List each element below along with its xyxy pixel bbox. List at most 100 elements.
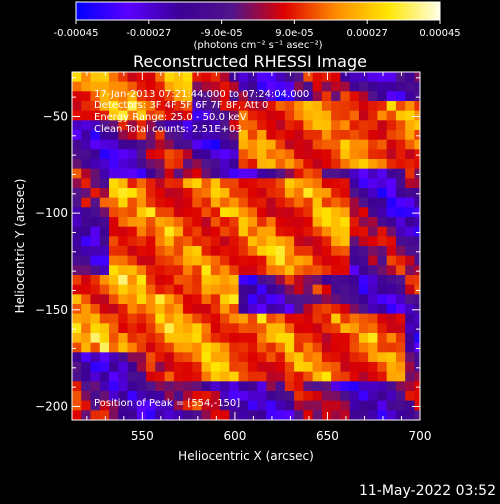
heatmap-cell xyxy=(257,188,267,199)
heatmap-cell xyxy=(109,371,119,382)
heatmap-cell xyxy=(183,381,193,392)
heatmap-cell xyxy=(127,362,138,373)
heatmap-cell xyxy=(210,313,221,324)
heatmap-cell xyxy=(331,246,342,257)
heatmap-cell xyxy=(238,159,249,170)
heatmap-cell xyxy=(368,207,379,218)
heatmap-cell xyxy=(405,381,416,392)
heatmap-cell xyxy=(303,284,314,295)
heatmap-cell xyxy=(201,130,212,141)
heatmap-cell xyxy=(414,207,420,218)
heatmap-cell xyxy=(127,391,138,402)
heatmap-cell xyxy=(109,236,119,247)
heatmap-cell xyxy=(136,255,147,266)
heatmap-cell xyxy=(210,207,221,218)
heatmap-cell xyxy=(201,381,212,392)
heatmap-cell xyxy=(257,381,267,392)
heatmap-cell xyxy=(220,139,230,150)
heatmap-cell xyxy=(183,313,193,324)
heatmap-cell xyxy=(81,410,92,420)
heatmap-cell xyxy=(377,72,388,83)
heatmap-cell xyxy=(331,275,342,286)
heatmap-cell xyxy=(266,255,277,266)
heatmap-cell xyxy=(192,342,203,353)
y-tick-label: −50 xyxy=(43,109,68,123)
heatmap-cell xyxy=(183,304,193,315)
heatmap-cell xyxy=(210,265,221,276)
heatmap-cell xyxy=(201,217,212,228)
heatmap-cell xyxy=(155,333,166,344)
heatmap-cell xyxy=(275,168,286,179)
heatmap-cell xyxy=(395,110,406,121)
heatmap-cell xyxy=(192,81,203,92)
heatmap-cell xyxy=(247,207,258,218)
heatmap-cell xyxy=(99,371,110,382)
heatmap-cell xyxy=(303,168,314,179)
heatmap-cell xyxy=(312,323,323,334)
heatmap-cell xyxy=(192,236,203,247)
heatmap-cell xyxy=(275,159,286,170)
heatmap-cell xyxy=(358,217,369,228)
heatmap-cell xyxy=(183,178,193,189)
heatmap-cell xyxy=(238,178,249,189)
heatmap-cell xyxy=(358,333,369,344)
heatmap-cell xyxy=(201,149,212,160)
heatmap-cell xyxy=(81,110,92,121)
heatmap-cell xyxy=(90,91,101,102)
heatmap-cell xyxy=(257,410,267,420)
heatmap-cell xyxy=(183,207,193,218)
heatmap-cell xyxy=(164,362,175,373)
heatmap-cell xyxy=(155,391,166,402)
heatmap-cell xyxy=(284,381,295,392)
heatmap-cell xyxy=(229,246,240,257)
heatmap-cell xyxy=(155,362,166,373)
heatmap-cell xyxy=(247,120,258,131)
heatmap-cell xyxy=(192,371,203,382)
colorbar-tick-label: -9.0e-05 xyxy=(201,28,243,39)
heatmap-cell xyxy=(220,323,230,334)
heatmap-cell xyxy=(358,294,369,305)
heatmap-cell xyxy=(247,130,258,141)
heatmap-cell xyxy=(229,188,240,199)
heatmap-cell xyxy=(220,275,230,286)
heatmap-cell xyxy=(331,101,342,112)
heatmap-cell xyxy=(405,400,416,411)
heatmap-cell xyxy=(238,342,249,353)
heatmap-cell xyxy=(127,410,138,420)
heatmap-cell xyxy=(349,110,360,121)
heatmap-cell xyxy=(303,265,314,276)
heatmap-cell xyxy=(136,294,147,305)
heatmap-cell xyxy=(386,72,397,83)
heatmap-cell xyxy=(192,381,203,392)
heatmap-cell xyxy=(155,255,166,266)
heatmap-cell xyxy=(386,284,397,295)
heatmap-cell xyxy=(303,400,314,411)
heatmap-cell xyxy=(414,91,420,102)
heatmap-cell xyxy=(312,342,323,353)
heatmap-cell xyxy=(358,400,369,411)
heatmap-cell xyxy=(303,255,314,266)
heatmap-cell xyxy=(395,139,406,150)
heatmap-cell xyxy=(414,313,420,324)
heatmap-cell xyxy=(146,333,156,344)
heatmap-cell xyxy=(358,159,369,170)
heatmap-cell xyxy=(331,381,342,392)
heatmap-cell xyxy=(321,168,332,179)
heatmap-cell xyxy=(414,236,420,247)
heatmap-cell xyxy=(72,391,82,402)
heatmap-cell xyxy=(173,197,184,208)
heatmap-cell xyxy=(201,255,212,266)
heatmap-cell xyxy=(127,371,138,382)
heatmap-cell xyxy=(229,207,240,218)
heatmap-cell xyxy=(303,313,314,324)
heatmap-cell xyxy=(229,91,240,102)
heatmap-cell xyxy=(377,255,388,266)
heatmap-cell xyxy=(99,207,110,218)
heatmap-cell xyxy=(118,168,129,179)
heatmap-cell xyxy=(275,342,286,353)
heatmap-cell xyxy=(81,101,92,112)
heatmap-cell xyxy=(109,246,119,257)
heatmap-cell xyxy=(72,226,82,237)
heatmap-cell xyxy=(358,391,369,402)
heatmap-cell xyxy=(72,236,82,247)
